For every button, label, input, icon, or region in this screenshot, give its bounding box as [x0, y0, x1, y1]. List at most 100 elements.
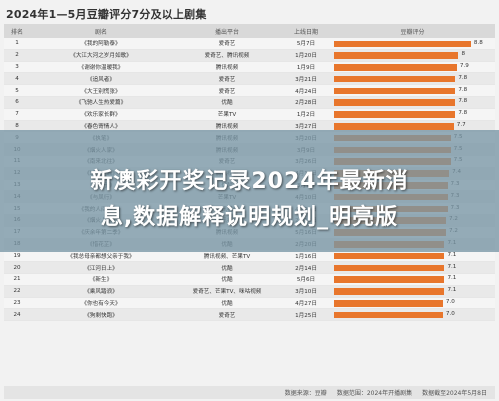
cell-platform: 爱奇艺、芒果TV、咪咕视频 — [192, 289, 262, 296]
table-row: 2 《大江大河之岁月如歌》 爱奇艺、腾讯视频 1月20日 8 — [4, 49, 495, 62]
score-label: 7.8 — [458, 110, 468, 117]
score-bar — [334, 288, 445, 295]
score-bar — [334, 52, 459, 59]
cell-platform: 优酷 — [221, 300, 233, 307]
footer-range: 数据范围：2024年开播剧集 — [336, 390, 413, 397]
table-header: 排名 剧名 播出平台 上线日期 豆瓣评分 — [4, 24, 495, 38]
cell-platform: 腾讯视频 — [215, 64, 239, 71]
cell-platform: 优酷 — [221, 100, 233, 107]
headline-line-1: 新澳彩开奖记录2024年最新消 — [90, 169, 409, 194]
cell-name: 《狗剩快跑》 — [84, 312, 118, 319]
score-label: 7.8 — [458, 74, 468, 81]
table-row: 6 《飞驰人生热爱篇》 优酷 2月28日 7.8 — [4, 96, 495, 109]
cell-date: 3月27日 — [295, 123, 317, 130]
cell-score-bar: 7.1 — [330, 286, 495, 297]
table-row: 21 《新生》 优酷 5月6日 7.1 — [4, 273, 495, 286]
header-name: 剧名 — [94, 28, 107, 36]
cell-name: 《我总母亲都想父亲于我》 — [67, 253, 135, 260]
cell-date: 1月9日 — [296, 64, 316, 71]
score-label: 7.9 — [459, 63, 469, 70]
cell-rank: 1 — [15, 40, 19, 47]
cell-rank: 22 — [13, 288, 21, 295]
cell-date: 5月6日 — [296, 277, 316, 284]
cell-platform: 优酷 — [221, 277, 233, 284]
score-bar — [334, 111, 456, 118]
cell-rank: 5 — [15, 87, 19, 94]
score-label: 8 — [461, 51, 465, 58]
cell-name: 《追风者》 — [87, 76, 115, 83]
cell-date: 4月27日 — [295, 300, 317, 307]
cell-score-bar: 8 — [330, 50, 495, 61]
cell-score-bar: 7.0 — [330, 309, 495, 320]
score-label: 7.8 — [458, 86, 468, 93]
cell-date: 3月10日 — [295, 289, 317, 296]
header-date: 上线日期 — [293, 28, 318, 36]
headline-overlay — [0, 130, 499, 252]
cell-name: 《谢谢你温暖我》 — [78, 64, 124, 71]
score-bar — [334, 276, 445, 283]
score-bar — [334, 87, 456, 95]
table-row: 23 《你也有今天》 优酷 4月27日 7.0 — [4, 297, 495, 310]
score-label: 7.1 — [447, 275, 457, 282]
score-bar — [334, 64, 457, 71]
table-row: 4 《追风者》 爱奇艺 3月21日 7.8 — [4, 73, 495, 86]
score-bar — [334, 252, 445, 260]
score-label: 7.0 — [445, 310, 455, 317]
cell-name: 《乘风踏浪》 — [84, 289, 118, 296]
score-label: 7.8 — [458, 98, 468, 105]
cell-name: 《我的阿勒泰》 — [81, 41, 121, 48]
cell-name: 《大江大河之岁月如歌》 — [70, 53, 132, 60]
score-bar — [334, 99, 456, 106]
cell-rank: 3 — [15, 63, 19, 70]
score-label: 7.0 — [445, 299, 455, 306]
score-bar — [334, 264, 445, 272]
cell-date: 1月25日 — [295, 312, 317, 319]
page-title: 2024年1—5月豆瓣评分7分及以上剧集 — [6, 8, 207, 21]
cell-rank: 24 — [13, 311, 21, 318]
cell-date: 1月20日 — [295, 53, 317, 60]
table-row: 24 《狗剩快跑》 爱奇艺 1月25日 7.0 — [4, 309, 495, 322]
cell-name: 《欢乐家长群》 — [81, 112, 121, 119]
header-platform: 播出平台 — [214, 28, 239, 36]
cell-score-bar: 7.1 — [330, 274, 495, 285]
cell-rank: 4 — [15, 75, 19, 82]
cell-score-bar: 7.8 — [330, 109, 495, 120]
cell-rank: 2 — [15, 52, 19, 59]
header-score: 豆瓣评分 — [400, 28, 425, 36]
cell-platform: 爱奇艺 — [218, 312, 236, 319]
cell-score-bar: 7.9 — [330, 62, 495, 73]
score-bar — [334, 311, 443, 319]
cell-date: 5月7日 — [296, 41, 316, 48]
cell-platform: 爱奇艺 — [218, 41, 236, 48]
score-label: 7.1 — [447, 263, 457, 270]
cell-name: 《大王别慌张》 — [81, 88, 121, 95]
cell-score-bar: 7.1 — [330, 250, 495, 261]
score-bar — [334, 300, 443, 307]
cell-rank: 6 — [15, 99, 19, 106]
score-label: 7.1 — [447, 251, 457, 258]
cell-date: 1月2日 — [296, 112, 316, 119]
cell-date: 2月14日 — [295, 265, 317, 272]
table-row: 20 《江河日上》 优酷 2月14日 7.1 — [4, 262, 495, 274]
cell-date: 4月24日 — [295, 88, 317, 95]
cell-date: 2月28日 — [295, 100, 317, 107]
cell-rank: 19 — [13, 252, 21, 259]
cell-score-bar: 7.8 — [330, 97, 495, 108]
cell-rank: 21 — [13, 276, 21, 283]
cell-name: 《春色寄情人》 — [81, 123, 121, 130]
footer-source: 数据来源：豆瓣 — [284, 390, 327, 397]
header-rank: 排名 — [10, 28, 23, 36]
score-bar — [334, 123, 454, 130]
cell-score-bar: 7.1 — [330, 262, 495, 273]
score-label: 7.1 — [447, 287, 457, 294]
headline-line-2: 息,数据解释说明规划_明亮版 — [100, 205, 399, 230]
cell-platform: 优酷 — [221, 265, 233, 272]
cell-score-bar: 7.0 — [330, 298, 495, 309]
footer-cutoff: 数据截至2024年5月8日 — [422, 390, 487, 397]
table-row: 1 《我的阿勒泰》 爱奇艺 5月7日 8.8 — [4, 38, 495, 50]
table-row: 3 《谢谢你温暖我》 腾讯视频 1月9日 7.9 — [4, 61, 495, 74]
table-row: 19 《我总母亲都想父亲于我》 腾讯视频、芒果TV 1月16日 7.1 — [4, 250, 495, 263]
cell-rank: 20 — [13, 264, 21, 271]
cell-platform: 爱奇艺 — [218, 76, 236, 83]
cell-platform: 爱奇艺、腾讯视频 — [204, 53, 250, 60]
